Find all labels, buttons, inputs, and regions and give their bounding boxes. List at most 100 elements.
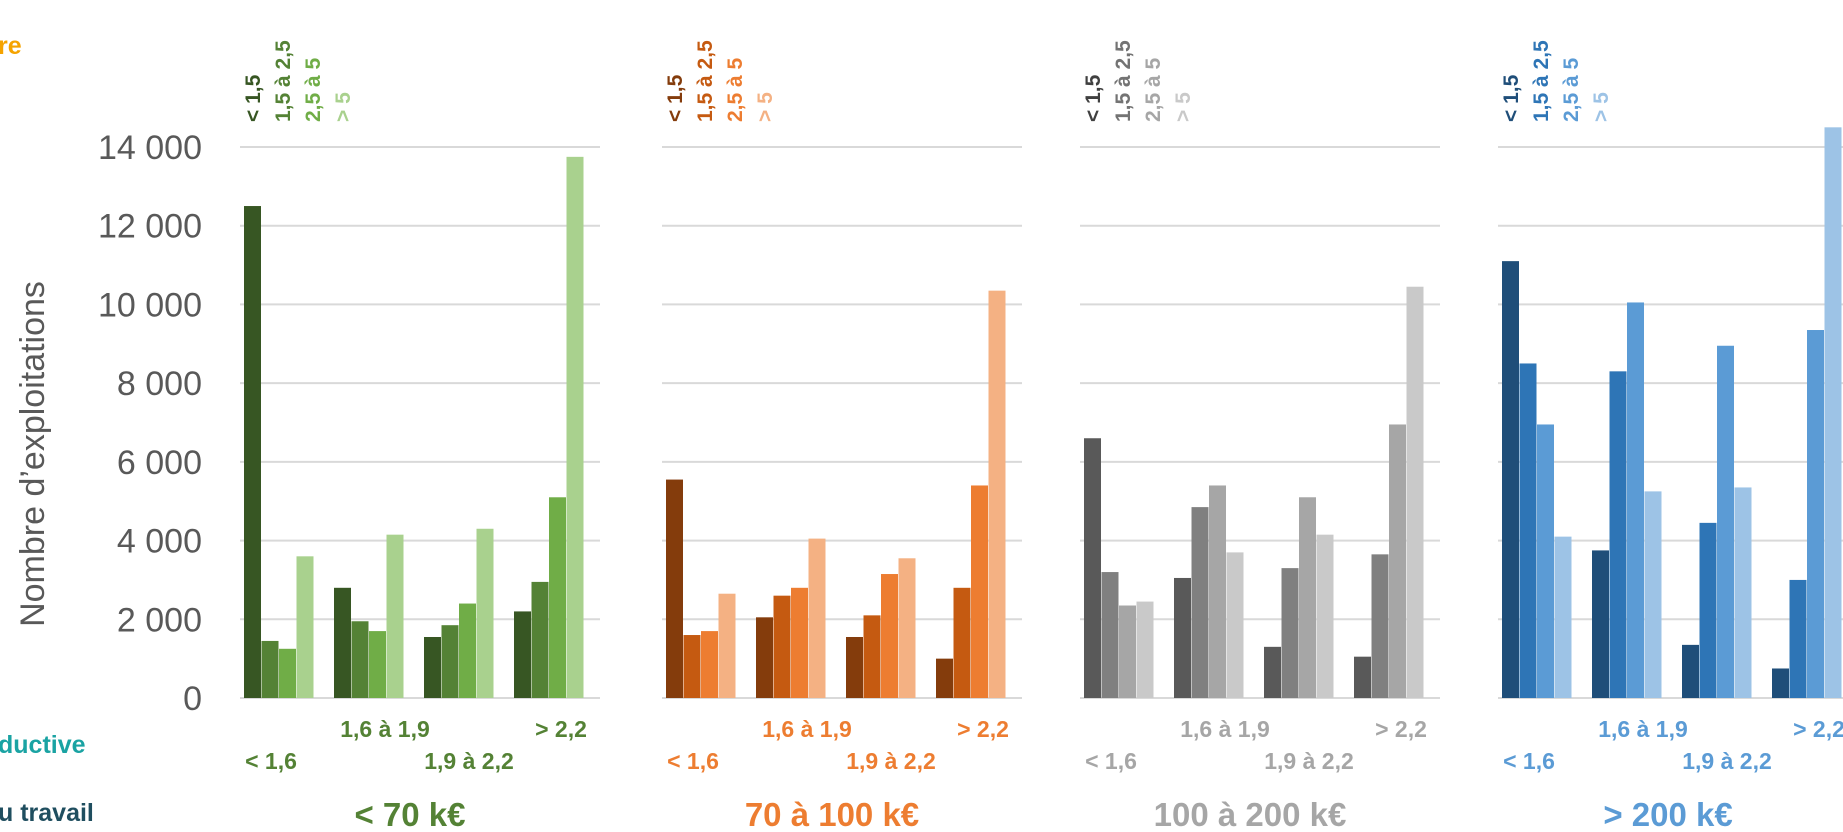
bar [566,156,584,698]
y-tick-label: 8 000 [117,365,202,403]
clipped-label-top: re [0,32,22,60]
bar [1807,330,1824,698]
y-tick-label: 14 000 [98,129,202,167]
y-tick-label: 4 000 [117,523,202,561]
x-category-label: < 1,6 [667,748,719,774]
y-axis-ticks: 0 2 000 4 000 6 000 8 000 10 000 12 000 14 000 [98,129,202,718]
series-legend-label: < 1,5 [1500,74,1523,122]
series-legend-label: > 5 [1172,92,1195,122]
panel-title: 100 à 200 k€ [1154,796,1347,832]
x-category-label: 1,9 à 2,2 [846,748,936,774]
x-category-label: 1,9 à 2,2 [1682,748,1772,774]
series-legend-label: 2,5 à 5 [724,57,747,122]
bar [1717,345,1734,698]
series-legend-label: < 1,5 [1082,74,1105,122]
series-legend-label: 1,5 à 2,5 [272,40,295,122]
series-legend-label: > 5 [754,92,777,122]
bar [971,485,988,698]
bar [334,587,351,698]
y-tick-label: 2 000 [117,601,202,639]
bar [1682,644,1699,698]
bar [1226,552,1244,698]
bar [898,558,916,698]
bar [1406,286,1424,698]
bar [1519,363,1537,698]
series-legend-label: > 5 [332,92,355,122]
bar [296,556,314,698]
bar [1136,601,1154,698]
bar [369,631,386,698]
bar [1789,579,1807,698]
x-category-label: 1,6 à 1,9 [762,716,852,742]
bar [1824,127,1842,699]
bar [351,621,369,698]
x-category-label: > 2,2 [957,716,1009,742]
bar [1101,572,1119,698]
x-category-label: 1,6 à 1,9 [1180,716,1270,742]
x-category-label: 1,6 à 1,9 [1598,716,1688,742]
bar [791,587,808,698]
y-axis-label: Nombre d’exploitations [14,281,52,627]
bar [441,625,459,698]
bar [1772,668,1789,698]
bar [459,603,476,698]
bar [244,206,261,699]
series-legend-label: < 1,5 [242,74,265,122]
bar [1592,550,1609,698]
bar [846,636,863,698]
chart-panels: < 1,6 1,6 à 1,9 1,9 à 2,2 > 2,2 < 70 k€ < 1,5… [240,40,1843,832]
bar [1174,577,1191,698]
bar [936,658,953,698]
clipped-label-travail: u travail [0,799,94,827]
bar [953,587,971,698]
bar [386,534,404,698]
y-tick-label: 10 000 [98,286,202,324]
series-legend-label: > 5 [1590,92,1613,122]
bar [773,595,791,698]
bar [531,581,549,698]
x-category-label: < 1,6 [1503,748,1555,774]
bar [701,631,718,698]
bar [476,528,494,698]
x-category-label: 1,9 à 2,2 [424,748,514,774]
bar [1191,507,1209,698]
series-legend-label: 1,5 à 2,5 [694,40,717,122]
x-category-label: > 2,2 [1375,716,1427,742]
bar [808,538,826,698]
bar [1537,424,1554,698]
series-legend-label: 2,5 à 5 [1560,57,1583,122]
y-tick-label: 12 000 [98,208,202,246]
bar [1627,302,1644,698]
bar [1264,646,1281,698]
series-legend-label: 1,5 à 2,5 [1530,40,1553,122]
x-category-label: < 1,6 [245,748,297,774]
bar [1699,522,1717,698]
bar [1354,656,1371,698]
x-category-label: > 2,2 [535,716,587,742]
bar [1389,424,1406,698]
clipped-label-productive: ductive [0,731,86,759]
panel: < 1,6 1,6 à 1,9 1,9 à 2,2 > 2,2 > 200 k€ < 1,… [1498,40,1843,832]
bar [666,479,683,698]
bar [1119,605,1136,698]
bar [1502,261,1519,698]
bar [863,615,881,698]
panel-title: < 70 k€ [354,796,465,832]
y-tick-label: 0 [183,680,202,718]
bar [1316,534,1334,698]
bar [1734,487,1752,698]
panel: < 1,6 1,6 à 1,9 1,9 à 2,2 > 2,2 70 à 100 k€ <… [662,40,1022,832]
x-category-label: < 1,6 [1085,748,1137,774]
bar [1084,438,1101,698]
series-legend-label: < 1,5 [664,74,687,122]
bar [279,648,296,698]
series-legend-label: 1,5 à 2,5 [1112,40,1135,122]
bar [549,497,566,698]
bar [1554,536,1572,698]
y-tick-label: 6 000 [117,444,202,482]
x-category-label: 1,6 à 1,9 [340,716,430,742]
bar [718,593,736,698]
bar [756,617,773,698]
x-category-label: > 2,2 [1793,716,1843,742]
